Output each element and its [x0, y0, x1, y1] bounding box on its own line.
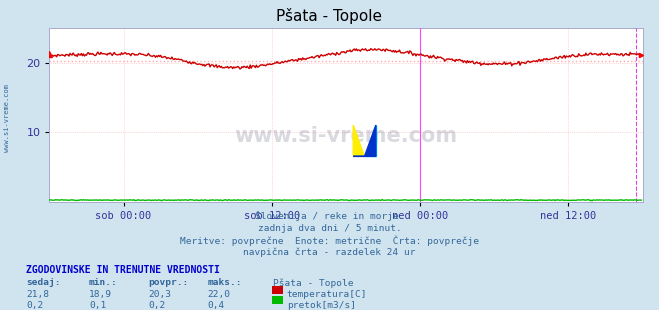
Polygon shape — [353, 125, 364, 156]
Text: min.:: min.: — [89, 278, 118, 287]
Polygon shape — [364, 125, 376, 156]
Text: maks.:: maks.: — [208, 278, 242, 287]
Polygon shape — [353, 125, 376, 156]
Text: 21,8: 21,8 — [26, 290, 49, 299]
Text: 20,3: 20,3 — [148, 290, 171, 299]
Text: Meritve: povprečne  Enote: metrične  Črta: povprečje: Meritve: povprečne Enote: metrične Črta:… — [180, 236, 479, 246]
Text: 0,1: 0,1 — [89, 301, 106, 310]
Text: sedaj:: sedaj: — [26, 278, 61, 287]
Text: Pšata - Topole: Pšata - Topole — [273, 278, 354, 288]
Text: www.si-vreme.com: www.si-vreme.com — [235, 126, 457, 145]
Text: 0,4: 0,4 — [208, 301, 225, 310]
Text: Pšata - Topole: Pšata - Topole — [277, 8, 382, 24]
Text: 18,9: 18,9 — [89, 290, 112, 299]
Text: ZGODOVINSKE IN TRENUTNE VREDNOSTI: ZGODOVINSKE IN TRENUTNE VREDNOSTI — [26, 265, 220, 275]
Text: Slovenija / reke in morje.: Slovenija / reke in morje. — [255, 212, 404, 221]
Text: 0,2: 0,2 — [26, 301, 43, 310]
Text: zadnja dva dni / 5 minut.: zadnja dva dni / 5 minut. — [258, 224, 401, 233]
Text: navpična črta - razdelek 24 ur: navpična črta - razdelek 24 ur — [243, 248, 416, 257]
Text: pretok[m3/s]: pretok[m3/s] — [287, 301, 356, 310]
Text: povpr.:: povpr.: — [148, 278, 188, 287]
Text: 0,2: 0,2 — [148, 301, 165, 310]
Text: temperatura[C]: temperatura[C] — [287, 290, 367, 299]
Text: www.si-vreme.com: www.si-vreme.com — [3, 84, 10, 152]
Text: 22,0: 22,0 — [208, 290, 231, 299]
